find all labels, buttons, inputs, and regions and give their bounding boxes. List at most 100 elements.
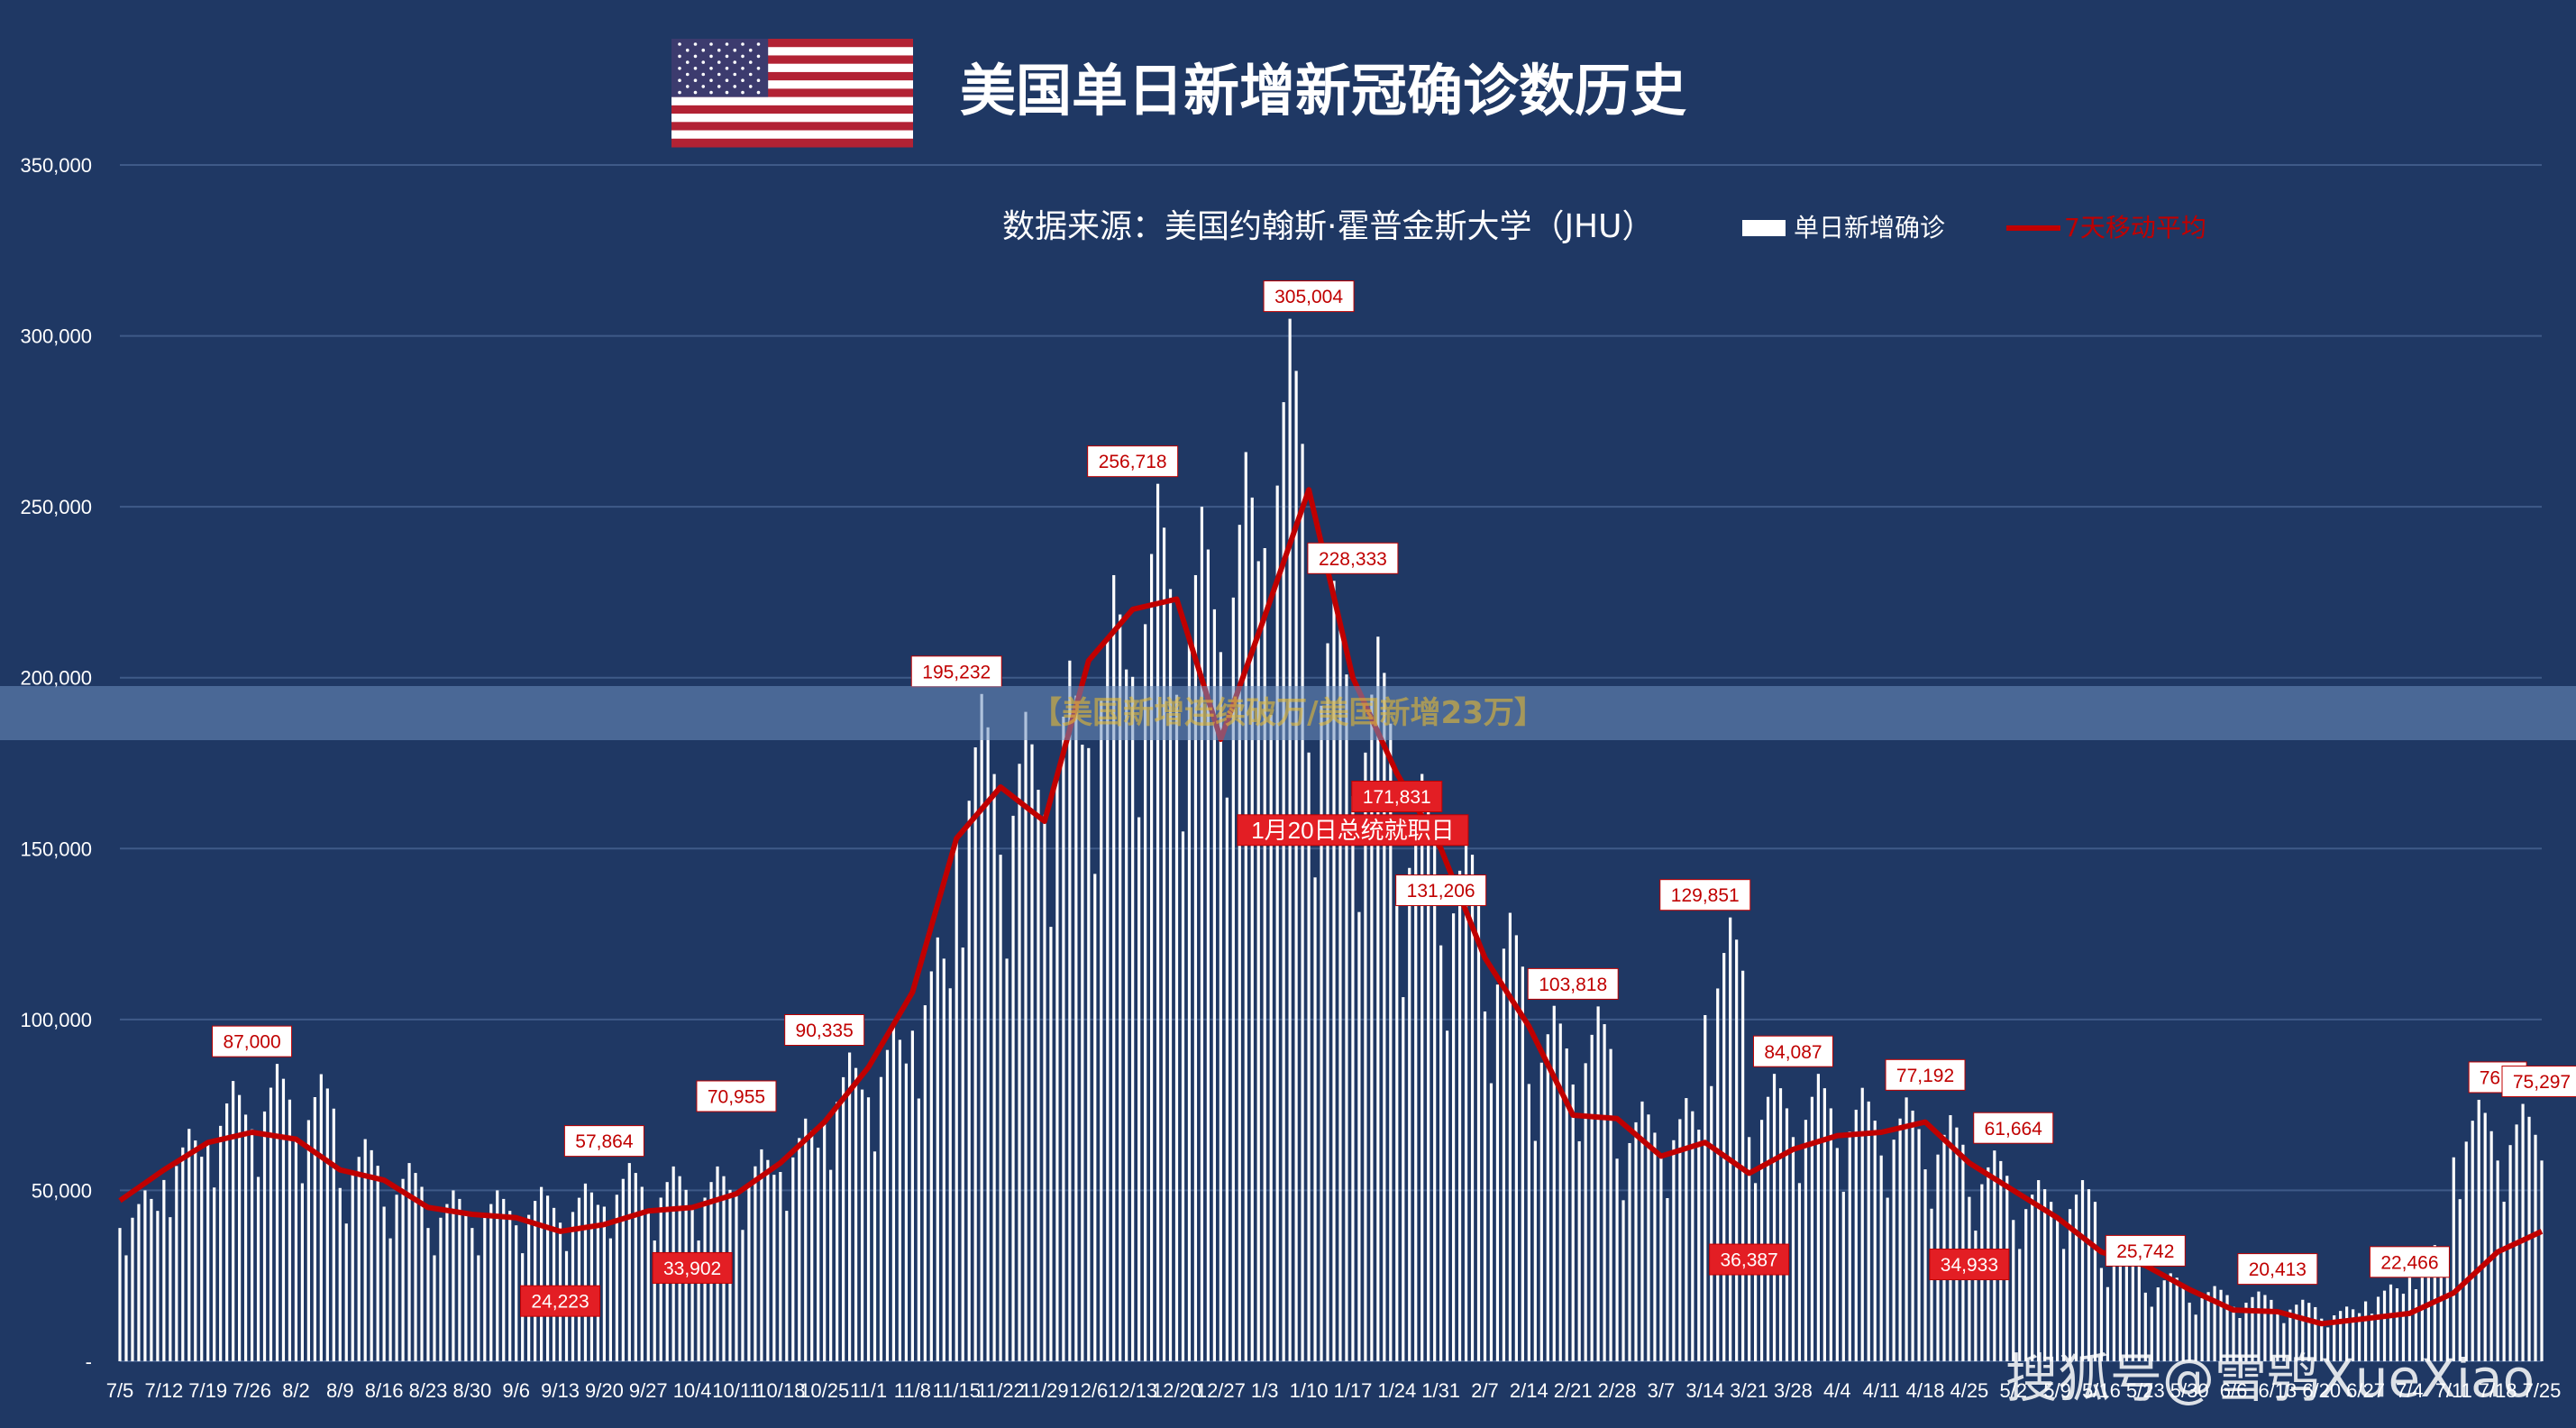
annotation-box — [1752, 1035, 1833, 1067]
daily-bar — [1420, 774, 1424, 1361]
annotation-box — [1885, 1058, 1966, 1091]
daily-bar — [2508, 1145, 2512, 1361]
daily-bar — [879, 1076, 883, 1361]
daily-bar — [1326, 643, 1329, 1361]
daily-bar — [885, 1049, 890, 1361]
daily-bar — [2213, 1286, 2216, 1361]
x-tick-label: 1/10 — [1290, 1379, 1329, 1402]
daily-bar — [1886, 1197, 1889, 1361]
annotation-label: 171,831 — [1363, 787, 1431, 808]
flag-star — [685, 60, 690, 64]
annotation-label: 256,718 — [1099, 452, 1167, 472]
headline-banner-text[interactable]: 【美国新增连续破万/美国新增23万】 — [1031, 695, 1545, 731]
daily-bar — [1514, 935, 1518, 1361]
flag-star — [733, 85, 737, 88]
x-tick-label: 2/14 — [1510, 1379, 1548, 1402]
daily-bar — [238, 1094, 242, 1361]
daily-bar — [1338, 619, 1342, 1361]
daily-bar — [923, 1005, 927, 1361]
daily-bar — [1804, 1120, 1808, 1361]
x-tick-label: 3/28 — [1774, 1379, 1813, 1402]
annotation-box — [910, 655, 1002, 688]
daily-bar — [1313, 877, 1317, 1361]
daily-bar — [2232, 1306, 2235, 1361]
daily-bar — [1476, 892, 1481, 1361]
daily-bar — [2112, 1260, 2116, 1361]
daily-bar — [1867, 1101, 1870, 1361]
daily-bar — [1716, 988, 1720, 1361]
daily-bar — [798, 1138, 801, 1361]
x-tick-label: 10/18 — [755, 1379, 805, 1402]
daily-bar — [1433, 844, 1437, 1361]
daily-bar — [2080, 1180, 2085, 1361]
daily-bar — [1250, 497, 1254, 1361]
daily-bar — [1307, 752, 1311, 1361]
annotation-label: 305,004 — [1274, 287, 1343, 307]
daily-bar — [2370, 1314, 2374, 1361]
annotation-label: 131,206 — [1407, 881, 1475, 902]
daily-bar — [1565, 1048, 1568, 1361]
daily-bar — [1678, 1119, 1682, 1361]
daily-bar — [1364, 752, 1367, 1361]
daily-bar — [1174, 694, 1179, 1361]
daily-bar — [401, 1178, 405, 1361]
daily-bar — [2124, 1241, 2128, 1361]
x-tick-label: 7/11 — [2435, 1379, 2472, 1402]
annotation-box — [1395, 874, 1487, 907]
daily-bar — [2452, 1157, 2455, 1361]
annotation-label: 228,333 — [1319, 549, 1387, 570]
x-tick-label: 6/6 — [2220, 1379, 2248, 1402]
daily-bar — [1470, 855, 1475, 1361]
annotation-label: 103,818 — [1539, 975, 1607, 995]
daily-bar — [464, 1211, 468, 1361]
daily-bar — [791, 1157, 795, 1361]
flag-stripe — [671, 88, 913, 98]
daily-bar — [2358, 1313, 2361, 1361]
daily-bar — [1502, 948, 1506, 1361]
daily-bar — [489, 1204, 493, 1361]
daily-bar — [1439, 945, 1443, 1361]
daily-bar — [351, 1174, 354, 1361]
daily-bar — [1137, 817, 1141, 1361]
flag-star — [709, 90, 713, 95]
daily-bar — [124, 1255, 128, 1361]
daily-bar — [1634, 1121, 1638, 1361]
daily-bar — [1628, 1142, 1631, 1361]
daily-bar — [2037, 1180, 2041, 1361]
daily-bar — [219, 1125, 223, 1361]
daily-bar — [1640, 1101, 1644, 1361]
daily-bar — [496, 1190, 499, 1361]
daily-bar — [1376, 636, 1380, 1361]
daily-bar — [1074, 695, 1078, 1361]
daily-bar — [817, 1148, 820, 1361]
daily-bar — [872, 1151, 877, 1361]
daily-bar — [829, 1169, 833, 1361]
flag-star — [748, 48, 753, 52]
daily-bar — [156, 1211, 160, 1361]
daily-bar — [319, 1074, 323, 1361]
flag-star — [685, 48, 690, 52]
daily-bar — [269, 1087, 273, 1361]
flag-star — [741, 78, 744, 82]
daily-bar — [1816, 1074, 1820, 1361]
x-tick-label: 12/6 — [1069, 1379, 1108, 1402]
flag-stripe — [671, 55, 913, 65]
daily-bar — [181, 1147, 185, 1361]
daily-bar — [1402, 997, 1405, 1361]
daily-bar — [306, 1120, 310, 1361]
annotation-box — [520, 1285, 601, 1317]
daily-bar — [1577, 1140, 1581, 1361]
daily-bar — [256, 1176, 260, 1361]
daily-bar — [420, 1186, 424, 1361]
daily-bar — [1294, 371, 1298, 1361]
watermark: 搜狐号@雪鸮XueXiao — [2005, 1348, 2535, 1409]
daily-bar — [891, 1022, 896, 1361]
x-tick-label: 3/21 — [1730, 1379, 1768, 1402]
daily-bar — [1231, 597, 1235, 1361]
daily-bar — [1162, 527, 1166, 1361]
daily-bar — [1030, 744, 1034, 1361]
daily-bar — [992, 774, 996, 1361]
x-tick-label: 8/16 — [365, 1379, 404, 1402]
daily-bar — [477, 1255, 480, 1361]
daily-bar — [621, 1178, 625, 1361]
